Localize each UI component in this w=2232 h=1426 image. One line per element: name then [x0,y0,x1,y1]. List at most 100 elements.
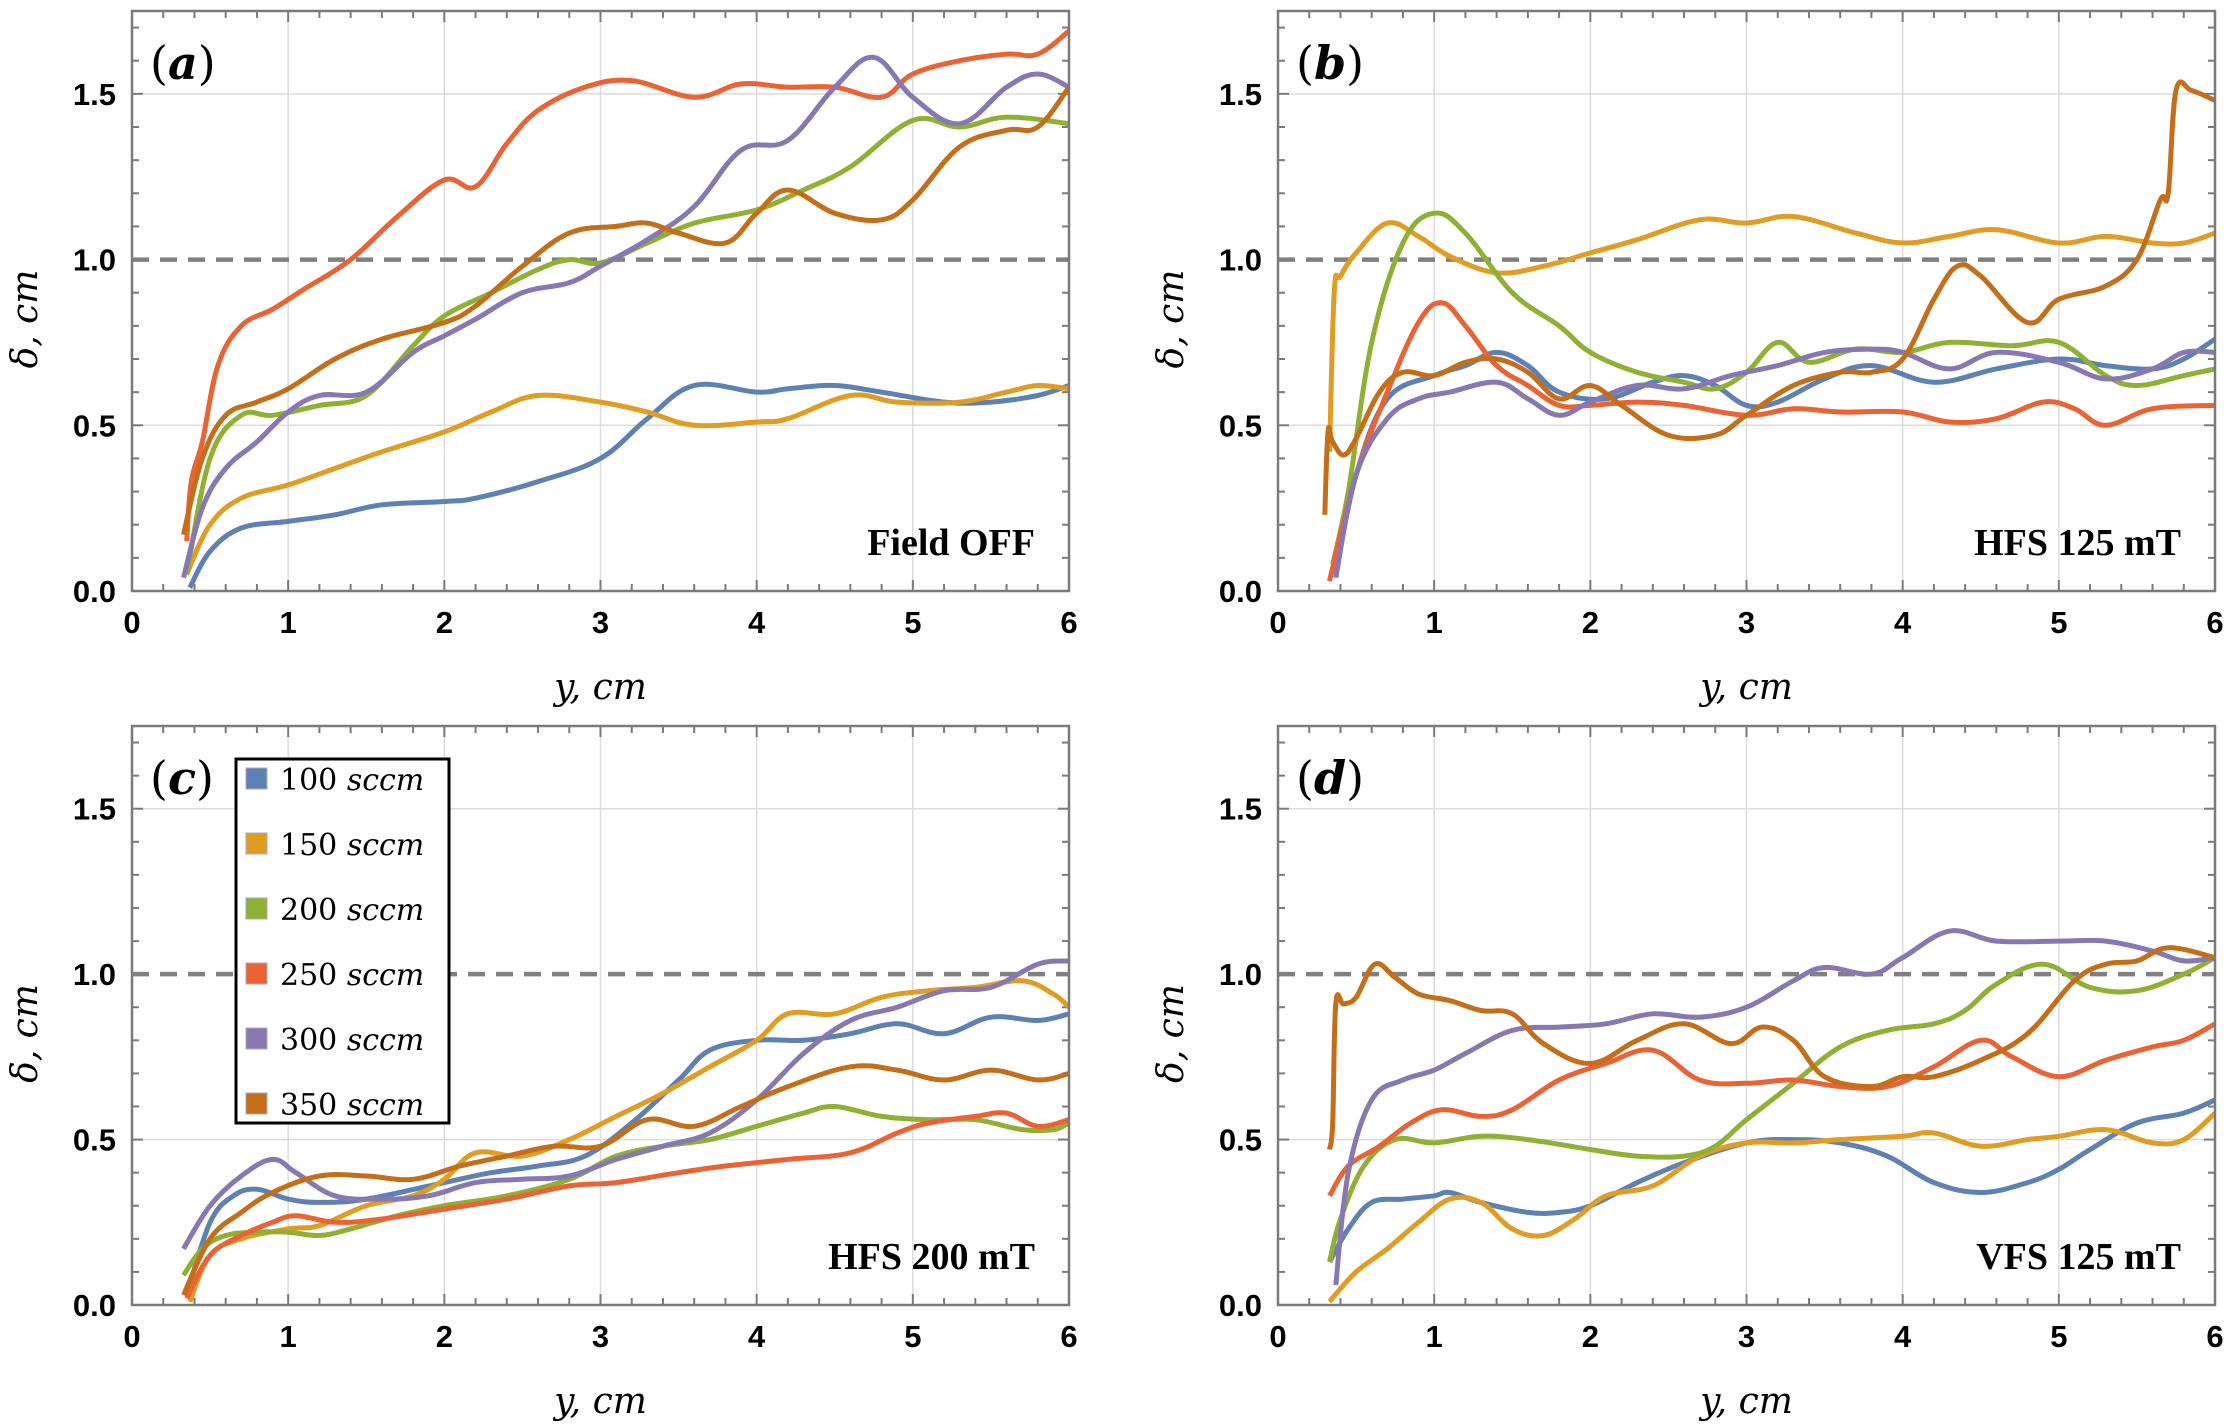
x-tick-label: 1 [1426,605,1443,640]
x-tick-label: 4 [1894,605,1912,640]
legend-entry: 200 sccm [245,893,424,928]
x-tick-label: 3 [1738,605,1755,640]
y-tick-label: 0.0 [73,1288,116,1323]
legend-unit: sccm [347,1088,424,1123]
svg-text:150 sccm: 150 sccm [280,828,424,863]
plot-frame [1276,9,2217,593]
panel-label-open: ( [1296,751,1314,805]
panel-label-close: ) [196,751,214,805]
y-tick-label: 1.0 [1219,957,1262,992]
x-tick-label: 1 [280,1319,297,1354]
svg-text:300 sccm: 300 sccm [280,1023,424,1058]
legend-unit: sccm [347,763,424,798]
legend-value: 300 [280,1023,337,1058]
condition-annotation: Field OFF [867,522,1035,564]
x-axis-title: y, cm [1698,1381,1793,1422]
legend-entry: 300 sccm [245,1023,424,1058]
legend-swatch [245,962,268,985]
panel-label-open: ( [1296,36,1314,90]
panel-label: (a) [150,36,216,90]
legend-swatch [245,832,268,855]
panel-label: (d) [1296,751,1364,805]
x-axis-title: y, cm [1698,667,1793,708]
panel-label-open: ( [150,751,168,805]
series-group [1327,928,2215,1304]
legend-swatch [245,1027,268,1050]
series-line-350-sccm [181,85,1069,536]
legend-entry: 150 sccm [245,828,424,863]
legend: 100 sccm 150 sccm 200 sccm 250 sccm 300 … [234,757,451,1125]
y-tick-label: 0.5 [73,1123,116,1158]
x-tick-label: 6 [2206,1319,2223,1354]
legend-value: 200 [280,893,337,928]
x-tick-label: 5 [2050,605,2067,640]
x-tick-label: 4 [748,605,766,640]
svg-text:350 sccm: 350 sccm [280,1088,424,1123]
series-line-250-sccm [184,1110,1069,1300]
x-tick-label: 6 [1060,1319,1077,1354]
x-tick-label: 5 [2050,1319,2067,1354]
series-line-150-sccm [184,382,1069,576]
panel-label-open: ( [150,36,168,90]
panel-label-close: ) [1346,751,1364,805]
series-group [1322,79,2215,582]
x-tick-label: 2 [1582,605,1599,640]
panel-label: (b) [1296,36,1364,90]
series-group [181,958,1069,1303]
x-tick-label: 4 [748,1319,766,1354]
series-line-350-sccm [181,1063,1069,1297]
x-tick-label: 2 [436,605,453,640]
plot-frame [130,9,1071,593]
panel-label-close: ) [1346,36,1364,90]
series-line-200-sccm [1327,955,2215,1263]
svg-text:250 sccm: 250 sccm [280,958,424,993]
legend-value: 150 [280,828,337,863]
y-tick-label: 1.5 [73,77,116,112]
panel-label-letter: d [1314,751,1346,805]
x-axis-title: y, cm [552,667,647,708]
series-group [181,28,1069,589]
legend-swatch [245,897,268,920]
x-tick-label: 5 [904,605,921,640]
y-axis-title: δ, cm [5,984,46,1083]
series-line-250-sccm [1327,1021,2215,1198]
panel-label-close: ) [198,36,216,90]
series-line-200-sccm [184,114,1069,575]
panel-c: 0 1 2 3 4 5 6 0.0 0.5 1.0 1.5 y, cm δ, cm (c) HFS 200 … [5,724,1078,1422]
legend-value: 250 [280,958,337,993]
series-line-250-sccm [184,28,1069,542]
panel-label-letter: c [168,751,196,805]
y-tick-label: 1.0 [73,957,116,992]
y-tick-label: 0.5 [73,408,116,443]
svg-text:100 sccm: 100 sccm [280,763,424,798]
y-tick-label: 0.0 [1219,1288,1262,1323]
grid [132,11,1069,591]
condition-annotation: HFS 125 mT [1974,522,2181,564]
y-tick-label: 1.5 [73,792,116,827]
grid [1278,11,2215,591]
legend-unit: sccm [347,958,424,993]
panel-label-letter: b [1314,36,1346,90]
svg-text:200 sccm: 200 sccm [280,893,424,928]
series-line-300-sccm [181,958,1069,1251]
y-tick-label: 1.0 [1219,243,1262,278]
legend-entry: 350 sccm [245,1088,424,1123]
legend-swatch [245,767,268,790]
series-line-200-sccm [1330,210,2215,566]
y-tick-label: 1.5 [1219,792,1262,827]
legend-unit: sccm [347,893,424,928]
x-tick-label: 5 [904,1319,921,1354]
x-tick-label: 1 [1426,1319,1443,1354]
x-tick-label: 0 [123,605,140,640]
series-line-300-sccm [1333,346,2215,579]
series-line-350-sccm [1327,945,2215,1150]
x-tick-label: 3 [592,605,609,640]
plot-frame [1276,724,2217,1307]
y-tick-label: 0.0 [1219,574,1262,609]
plot-frame [130,724,1071,1307]
grid [1278,726,2215,1305]
y-axis-title: δ, cm [1151,984,1192,1083]
panel-label-letter: a [168,36,198,90]
series-line-300-sccm [181,54,1069,579]
x-tick-label: 0 [1269,605,1286,640]
